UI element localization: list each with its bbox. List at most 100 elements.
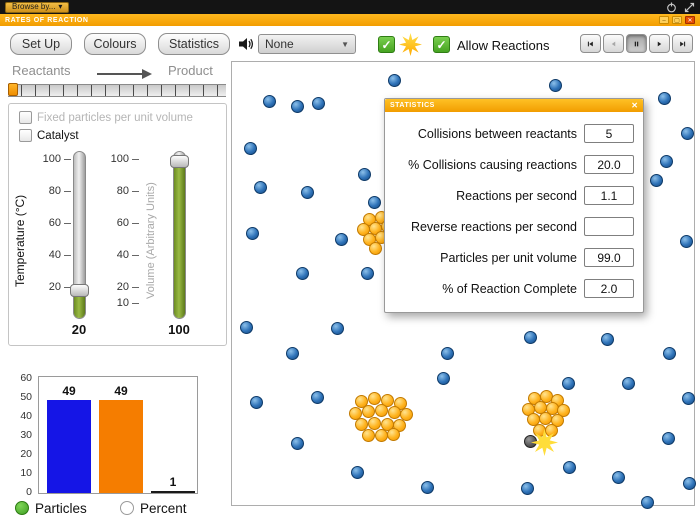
- simulation-canvas[interactable]: STATISTICS ✕ Collisions between reactant…: [231, 61, 696, 509]
- blue-particle: [388, 74, 401, 87]
- statistics-window[interactable]: STATISTICS ✕ Collisions between reactant…: [384, 98, 644, 313]
- power-icon[interactable]: [666, 2, 677, 13]
- catalyst-checkbox[interactable]: [19, 129, 32, 142]
- blue-particle: [351, 466, 364, 479]
- slider-tick: 100: [105, 153, 139, 165]
- show-stars-checkbox[interactable]: ✓: [378, 36, 395, 53]
- blue-particle: [254, 181, 267, 194]
- blue-particle: [286, 347, 299, 360]
- temperature-slider-thumb[interactable]: [70, 284, 89, 297]
- slider-tick: 60: [37, 217, 71, 229]
- statistics-rows: Collisions between reactants 5 % Collision…: [385, 112, 643, 312]
- blue-particle: [680, 235, 693, 248]
- blue-particle: [240, 321, 253, 334]
- statistics-value-field[interactable]: 99.0: [584, 248, 634, 267]
- catalyst-row: Catalyst: [19, 129, 79, 142]
- yellow-particle: [388, 406, 401, 419]
- blue-particle: [368, 196, 381, 209]
- close-button[interactable]: ✕: [685, 16, 695, 24]
- allow-reactions-checkbox[interactable]: ✓: [433, 36, 450, 53]
- volume-slider[interactable]: [170, 151, 189, 319]
- collision-star-icon: [531, 429, 558, 456]
- minimize-button[interactable]: –: [659, 16, 669, 24]
- statistics-row: % of Reaction Complete 2.0: [385, 273, 643, 304]
- speaker-icon[interactable]: [238, 36, 254, 57]
- particles-radio[interactable]: [15, 501, 29, 515]
- chart-y-axis: 0 10 20 30 40 50 60: [8, 372, 34, 498]
- statistics-value-field[interactable]: [584, 217, 634, 236]
- reactants-label: Reactants: [12, 63, 71, 78]
- maximize-button[interactable]: ▢: [672, 16, 682, 24]
- slider-tick: 80: [37, 185, 71, 197]
- statistics-row: % Collisions causing reactions 20.0: [385, 149, 643, 180]
- slider-tick: 40: [105, 249, 139, 261]
- blue-particle: [361, 267, 374, 280]
- skip-to-end-button[interactable]: [672, 34, 693, 53]
- statistics-row-label: % Collisions causing reactions: [408, 157, 577, 172]
- statistics-window-title: STATISTICS: [390, 102, 435, 109]
- step-back-button[interactable]: [603, 34, 624, 53]
- browse-by-label: Browse by...: [12, 2, 56, 11]
- reaction-progress-track[interactable]: [8, 84, 226, 97]
- blue-particle: [263, 95, 276, 108]
- statistics-value-field[interactable]: 1.1: [584, 186, 634, 205]
- blue-particle: [662, 432, 675, 445]
- statistics-window-titlebar[interactable]: STATISTICS ✕: [385, 99, 643, 112]
- yellow-particle: [375, 404, 388, 417]
- yellow-particle: [375, 429, 388, 442]
- temperature-slider[interactable]: [70, 151, 89, 319]
- blue-particle: [441, 347, 454, 360]
- slider-tick: 20: [37, 281, 71, 293]
- blue-particle: [521, 482, 534, 495]
- blue-particle: [291, 100, 304, 113]
- fixed-particles-checkbox[interactable]: [19, 111, 32, 124]
- browser-bar-actions: [666, 2, 695, 13]
- chart-ytick-label: 0: [26, 486, 32, 498]
- blue-particle: [331, 322, 344, 335]
- particle-count-chart: 0 10 20 30 40 50 60 49 49 1: [8, 372, 208, 499]
- blue-particle: [421, 481, 434, 494]
- yellow-particle: [369, 242, 382, 255]
- chart-ytick-label: 20: [20, 448, 32, 460]
- colours-button[interactable]: Colours: [84, 33, 146, 55]
- step-forward-button[interactable]: [649, 34, 670, 53]
- pause-button[interactable]: [626, 34, 647, 53]
- fixed-particles-label: Fixed particles per unit volume: [37, 111, 193, 124]
- blue-particle: [549, 79, 562, 92]
- blue-particle: [681, 127, 694, 140]
- blue-particle: [663, 347, 676, 360]
- temperature-tick-labels: 100 80 60 40 20: [31, 153, 71, 293]
- blue-particle: [311, 391, 324, 404]
- blue-particle: [335, 233, 348, 246]
- expand-icon[interactable]: [684, 2, 695, 13]
- percent-radio[interactable]: [120, 501, 134, 515]
- blue-particle: [250, 396, 263, 409]
- statistics-row: Particles per unit volume 99.0: [385, 242, 643, 273]
- browse-by-button[interactable]: Browse by... ▾: [5, 1, 70, 13]
- star-icon: [399, 33, 422, 56]
- statistics-value-field[interactable]: 20.0: [584, 155, 634, 174]
- yellow-particle: [362, 405, 375, 418]
- blue-particle: [524, 331, 537, 344]
- statistics-row-label: Reactions per second: [456, 188, 577, 203]
- skip-to-start-button[interactable]: [580, 34, 601, 53]
- yellow-particle: [368, 417, 381, 430]
- controls-panel: Fixed particles per unit volume Catalyst…: [8, 103, 227, 346]
- setup-button[interactable]: Set Up: [10, 33, 72, 55]
- reaction-progress-thumb[interactable]: [8, 83, 18, 96]
- volume-slider-thumb[interactable]: [170, 155, 189, 168]
- slider-tick: 10: [105, 297, 139, 309]
- statistics-value-field[interactable]: 2.0: [584, 279, 634, 298]
- statistics-button[interactable]: Statistics: [158, 33, 230, 55]
- statistics-value-field[interactable]: 5: [584, 124, 634, 143]
- percent-radio-label: Percent: [140, 501, 187, 516]
- statistics-close-button[interactable]: ✕: [631, 100, 638, 110]
- blue-particle: [244, 142, 257, 155]
- blue-particle: [641, 496, 654, 509]
- yellow-particle: [368, 392, 381, 405]
- yellow-particle: [381, 394, 394, 407]
- slider-tick: 80: [105, 185, 139, 197]
- blue-particle: [296, 267, 309, 280]
- reaction-type-dropdown[interactable]: None ▼: [258, 34, 356, 54]
